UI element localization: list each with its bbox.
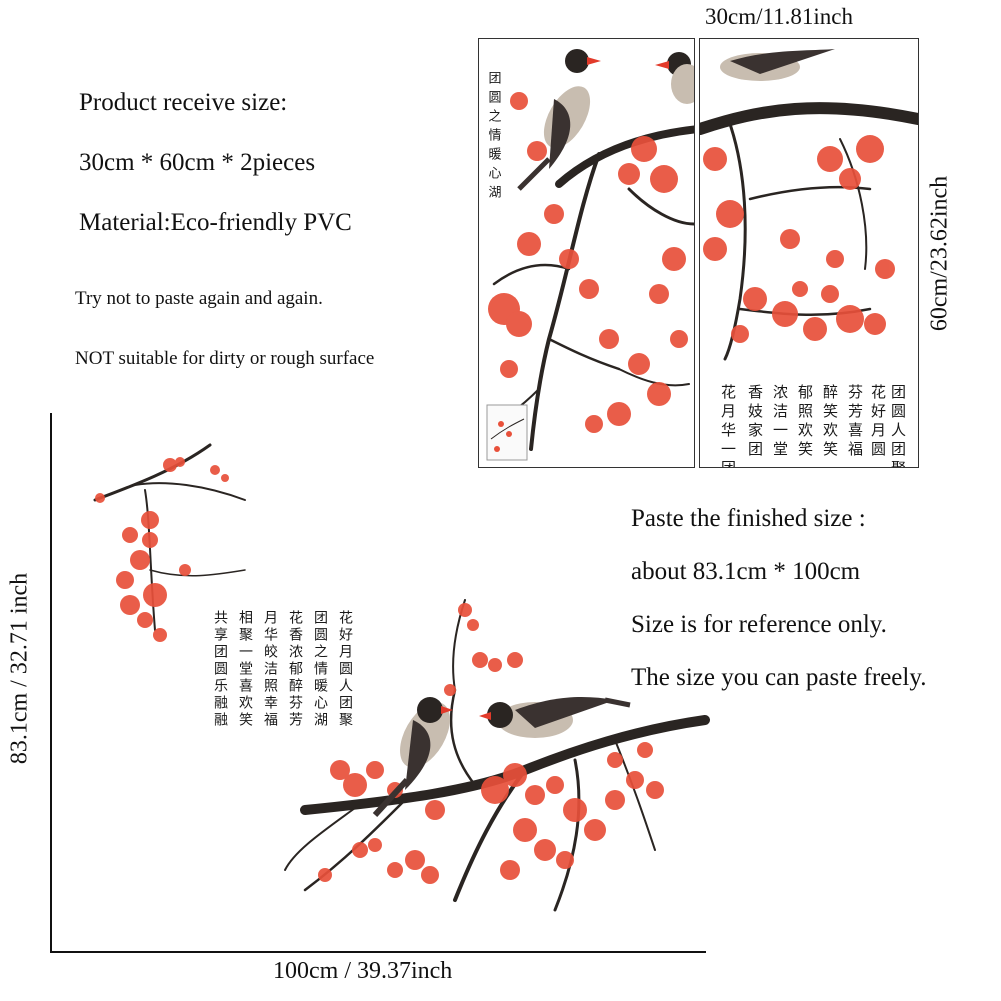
panel-left-artwork: 团圆之情暖心湖	[486, 49, 694, 461]
sticker-panel-right: 团圆人团聚 花好月圆 芬芳喜福 醉笑欢笑 郁照欢笑 浓洁一堂 香妓家团 花月华一…	[699, 38, 919, 468]
svg-text:共享团圆乐融融: 共享团圆乐融融	[212, 610, 228, 729]
svg-text:花月华一团: 花月华一团	[719, 384, 737, 468]
svg-text:月华皎洁照幸福: 月华皎洁照幸福	[262, 610, 278, 729]
svg-text:花香浓郁醉芬芳: 花香浓郁醉芬芳	[287, 610, 303, 729]
panel-height-label: 60cm/23.62inch	[926, 175, 953, 332]
svg-text:醉笑欢笑: 醉笑欢笑	[821, 384, 839, 460]
svg-text:浓洁一堂: 浓洁一堂	[771, 384, 789, 460]
finished-artwork: 花好月圆人团聚 团圆之情暖心湖 花香浓郁醉芬芳 月华皎洁照幸福 相聚一堂喜欢笑 …	[93, 443, 710, 912]
height-axis-line	[50, 413, 52, 953]
panel-width-label: 30cm/11.81inch	[705, 4, 853, 29]
width-axis-line	[50, 951, 706, 953]
finished-height-label: 83.1cm / 32.71 inch	[6, 572, 33, 765]
finished-width-label: 100cm / 39.37inch	[273, 958, 453, 984]
receive-size-label: Product receive size:	[79, 89, 288, 116]
finished-size-label: Paste the finished size :	[631, 505, 866, 532]
panel-left-poem: 团圆之情暖心湖	[486, 71, 502, 204]
free-paste-note: The size you can paste freely.	[631, 664, 927, 691]
svg-text:相聚一堂喜欢笑: 相聚一堂喜欢笑	[237, 610, 253, 729]
svg-text:团圆人团聚: 团圆人团聚	[889, 384, 907, 468]
material-text: Material:Eco-friendly PVC	[79, 209, 352, 236]
svg-text:团圆之情暖心湖: 团圆之情暖心湖	[312, 610, 328, 729]
svg-text:花好月圆: 花好月圆	[869, 384, 887, 460]
reference-note: Size is for reference only.	[631, 611, 887, 638]
svg-text:花好月圆人团聚: 花好月圆人团聚	[337, 610, 353, 729]
surface-note: NOT suitable for dirty or rough surface	[75, 348, 375, 369]
svg-text:郁照欢笑: 郁照欢笑	[796, 384, 814, 460]
finished-size-value: about 83.1cm * 100cm	[631, 558, 861, 585]
panel-right-artwork: 团圆人团聚 花好月圆 芬芳喜福 醉笑欢笑 郁照欢笑 浓洁一堂 香妓家团 花月华一…	[700, 49, 918, 468]
svg-text:芬芳喜福: 芬芳喜福	[846, 384, 864, 460]
svg-text:香妓家团: 香妓家团	[746, 384, 764, 460]
sticker-panel-left: 团圆之情暖心湖	[478, 38, 695, 468]
paste-note: Try not to paste again and again.	[75, 288, 323, 309]
finished-poem: 花好月圆人团聚 团圆之情暖心湖 花香浓郁醉芬芳 月华皎洁照幸福 相聚一堂喜欢笑 …	[212, 610, 353, 729]
panel-right-poem: 团圆人团聚 花好月圆 芬芳喜福 醉笑欢笑 郁照欢笑 浓洁一堂 香妓家团 花月华一…	[719, 384, 907, 468]
receive-size-value: 30cm * 60cm * 2pieces	[79, 149, 316, 176]
